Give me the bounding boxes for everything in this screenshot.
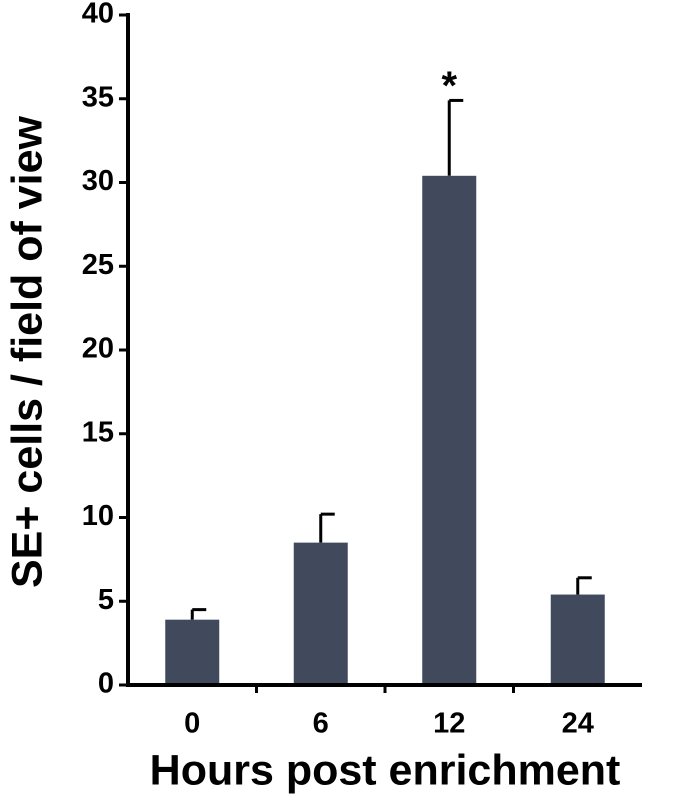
y-tick-label: 30 [82,165,114,197]
x-tick-label: 12 [433,708,465,740]
x-tick-label: 6 [313,708,329,740]
y-tick-label: 20 [82,333,114,365]
bar [422,175,477,686]
y-tick-label: 0 [98,668,114,700]
x-tick-label: 0 [184,708,200,740]
bar [550,594,605,685]
y-tick-label: 35 [82,81,114,113]
y-tick-label: 10 [82,500,114,532]
bar [293,542,348,685]
y-tick-label: 40 [82,0,114,30]
bar [165,619,220,685]
x-tick-label: 24 [562,708,594,740]
y-tick-label: 25 [82,249,114,281]
y-tick-label: 5 [98,584,114,616]
x-axis-title: Hours post enrichment [150,746,621,794]
annotation: * [441,64,457,108]
y-tick-label: 15 [82,416,114,448]
y-axis-title: SE+ cells / field of view [3,115,51,588]
